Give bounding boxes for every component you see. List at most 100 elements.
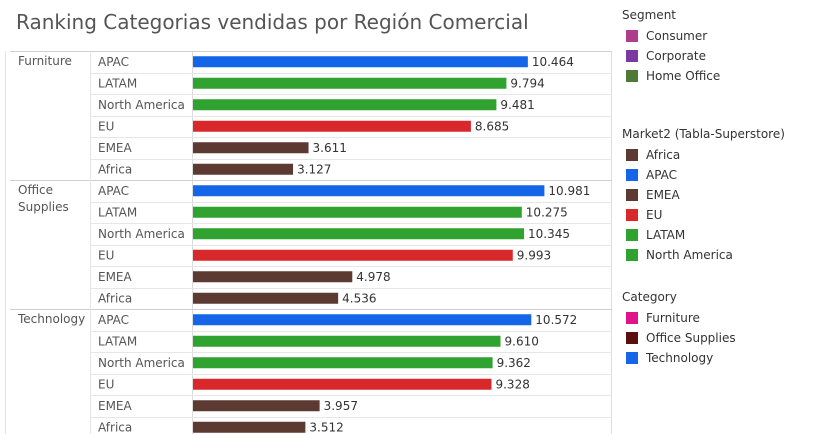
legend-market: Market2 (Tabla-Superstore) Africa APAC E… xyxy=(622,127,818,265)
value-label: 3.127 xyxy=(297,162,331,176)
bar-latam xyxy=(193,77,507,89)
bar-africa xyxy=(193,163,294,175)
bar-chart: Furniture Office Supplies Technology APAC 10.… xyxy=(5,51,612,434)
legend-swatch xyxy=(626,229,638,241)
market-label: EU xyxy=(98,377,114,391)
bar-emea xyxy=(193,271,353,283)
legend-swatch xyxy=(626,352,638,364)
bar-emea xyxy=(193,142,309,154)
bar-apac xyxy=(193,185,545,197)
legend-label: APAC xyxy=(646,168,678,182)
legend-item-technology[interactable]: Technology xyxy=(622,348,818,368)
legend-swatch xyxy=(626,249,638,261)
value-label: 9.481 xyxy=(500,98,534,112)
market-label: EMEA xyxy=(98,270,133,284)
value-label: 9.328 xyxy=(495,377,529,391)
market-label: LATAM xyxy=(98,205,137,219)
legend-label: Corporate xyxy=(646,49,706,63)
legend-label: EU xyxy=(646,208,663,222)
market-label: EU xyxy=(98,119,114,133)
legend-swatch xyxy=(626,169,638,181)
legend-item-corporate[interactable]: Corporate xyxy=(622,46,818,66)
market-label: APAC xyxy=(98,313,129,327)
legend-label: Furniture xyxy=(646,311,700,325)
value-label: 10.464 xyxy=(532,55,574,69)
market-label: APAC xyxy=(98,184,129,198)
category-label: Office xyxy=(18,183,53,197)
value-label: 10.572 xyxy=(535,313,577,327)
legend-swatch xyxy=(626,149,638,161)
legend-swatch xyxy=(626,50,638,62)
bar-latam xyxy=(193,335,501,347)
legend-label: Office Supplies xyxy=(646,331,736,345)
bar-north-america xyxy=(193,228,525,240)
legend-item-office-supplies[interactable]: Office Supplies xyxy=(622,328,818,348)
legend-item-latam[interactable]: LATAM xyxy=(622,225,818,245)
legend-swatch xyxy=(626,189,638,201)
bar-north-america xyxy=(193,357,493,369)
value-label: 3.611 xyxy=(313,141,347,155)
chart-title: Ranking Categorias vendidas por Región C… xyxy=(16,10,529,34)
legend-label: North America xyxy=(646,248,733,262)
category-label: Supplies xyxy=(18,200,69,214)
market-label: LATAM xyxy=(98,76,137,90)
value-label: 10.275 xyxy=(526,205,568,219)
bar-latam xyxy=(193,206,522,218)
legend-item-furniture[interactable]: Furniture xyxy=(622,308,818,328)
legend-category: Category Furniture Office Supplies Techn… xyxy=(622,290,818,368)
legend-label: Consumer xyxy=(646,29,708,43)
legend-label: EMEA xyxy=(646,188,680,202)
legend-title: Segment xyxy=(622,8,676,22)
value-label: 4.536 xyxy=(342,291,376,305)
legend-segment: Segment Consumer Corporate Home Office xyxy=(622,8,818,86)
legend-swatch xyxy=(626,332,638,344)
market-label: North America xyxy=(98,227,185,241)
bar-apac xyxy=(193,56,528,68)
bar-eu xyxy=(193,249,513,261)
value-label: 3.512 xyxy=(309,420,343,434)
market-label: Africa xyxy=(98,420,132,434)
market-label: North America xyxy=(98,98,185,112)
legend-item-emea[interactable]: EMEA xyxy=(622,185,818,205)
market-label: Africa xyxy=(98,291,132,305)
legend-swatch xyxy=(626,70,638,82)
legend-swatch xyxy=(626,209,638,221)
bar-north-america xyxy=(193,99,497,111)
value-label: 4.978 xyxy=(356,270,390,284)
legend-item-apac[interactable]: APAC xyxy=(622,165,818,185)
market-label: EMEA xyxy=(98,399,133,413)
bar-eu xyxy=(193,378,492,390)
bar-africa xyxy=(193,292,339,304)
legend-item-home-office[interactable]: Home Office xyxy=(622,66,818,86)
bar-emea xyxy=(193,400,320,412)
legend-title: Market2 (Tabla-Superstore) xyxy=(622,127,785,141)
legend-item-africa[interactable]: Africa xyxy=(622,145,818,165)
market-label: APAC xyxy=(98,55,129,69)
value-label: 9.362 xyxy=(497,356,531,370)
market-label: Africa xyxy=(98,162,132,176)
value-label: 9.794 xyxy=(510,76,544,90)
category-label: Technology xyxy=(17,312,85,326)
legend-item-eu[interactable]: EU xyxy=(622,205,818,225)
legend-swatch xyxy=(626,312,638,324)
market-label: North America xyxy=(98,356,185,370)
value-label: 9.993 xyxy=(517,248,551,262)
value-label: 3.957 xyxy=(324,399,358,413)
value-label: 9.610 xyxy=(505,334,539,348)
market-label: LATAM xyxy=(98,334,137,348)
market-label: EU xyxy=(98,248,114,262)
bar-africa xyxy=(193,421,306,433)
legend-label: Home Office xyxy=(646,69,721,83)
category-label: Furniture xyxy=(18,54,72,68)
legend-label: LATAM xyxy=(646,228,686,242)
bar-apac xyxy=(193,314,532,326)
value-label: 10.981 xyxy=(548,184,590,198)
legend-label: Technology xyxy=(646,351,714,365)
legend-item-north-america[interactable]: North America xyxy=(622,245,818,265)
value-label: 8.685 xyxy=(475,119,509,133)
bar-eu xyxy=(193,120,471,132)
legend-item-consumer[interactable]: Consumer xyxy=(622,26,818,46)
legend-title: Category xyxy=(622,290,677,304)
legend-swatch xyxy=(626,30,638,42)
value-label: 10.345 xyxy=(528,227,570,241)
